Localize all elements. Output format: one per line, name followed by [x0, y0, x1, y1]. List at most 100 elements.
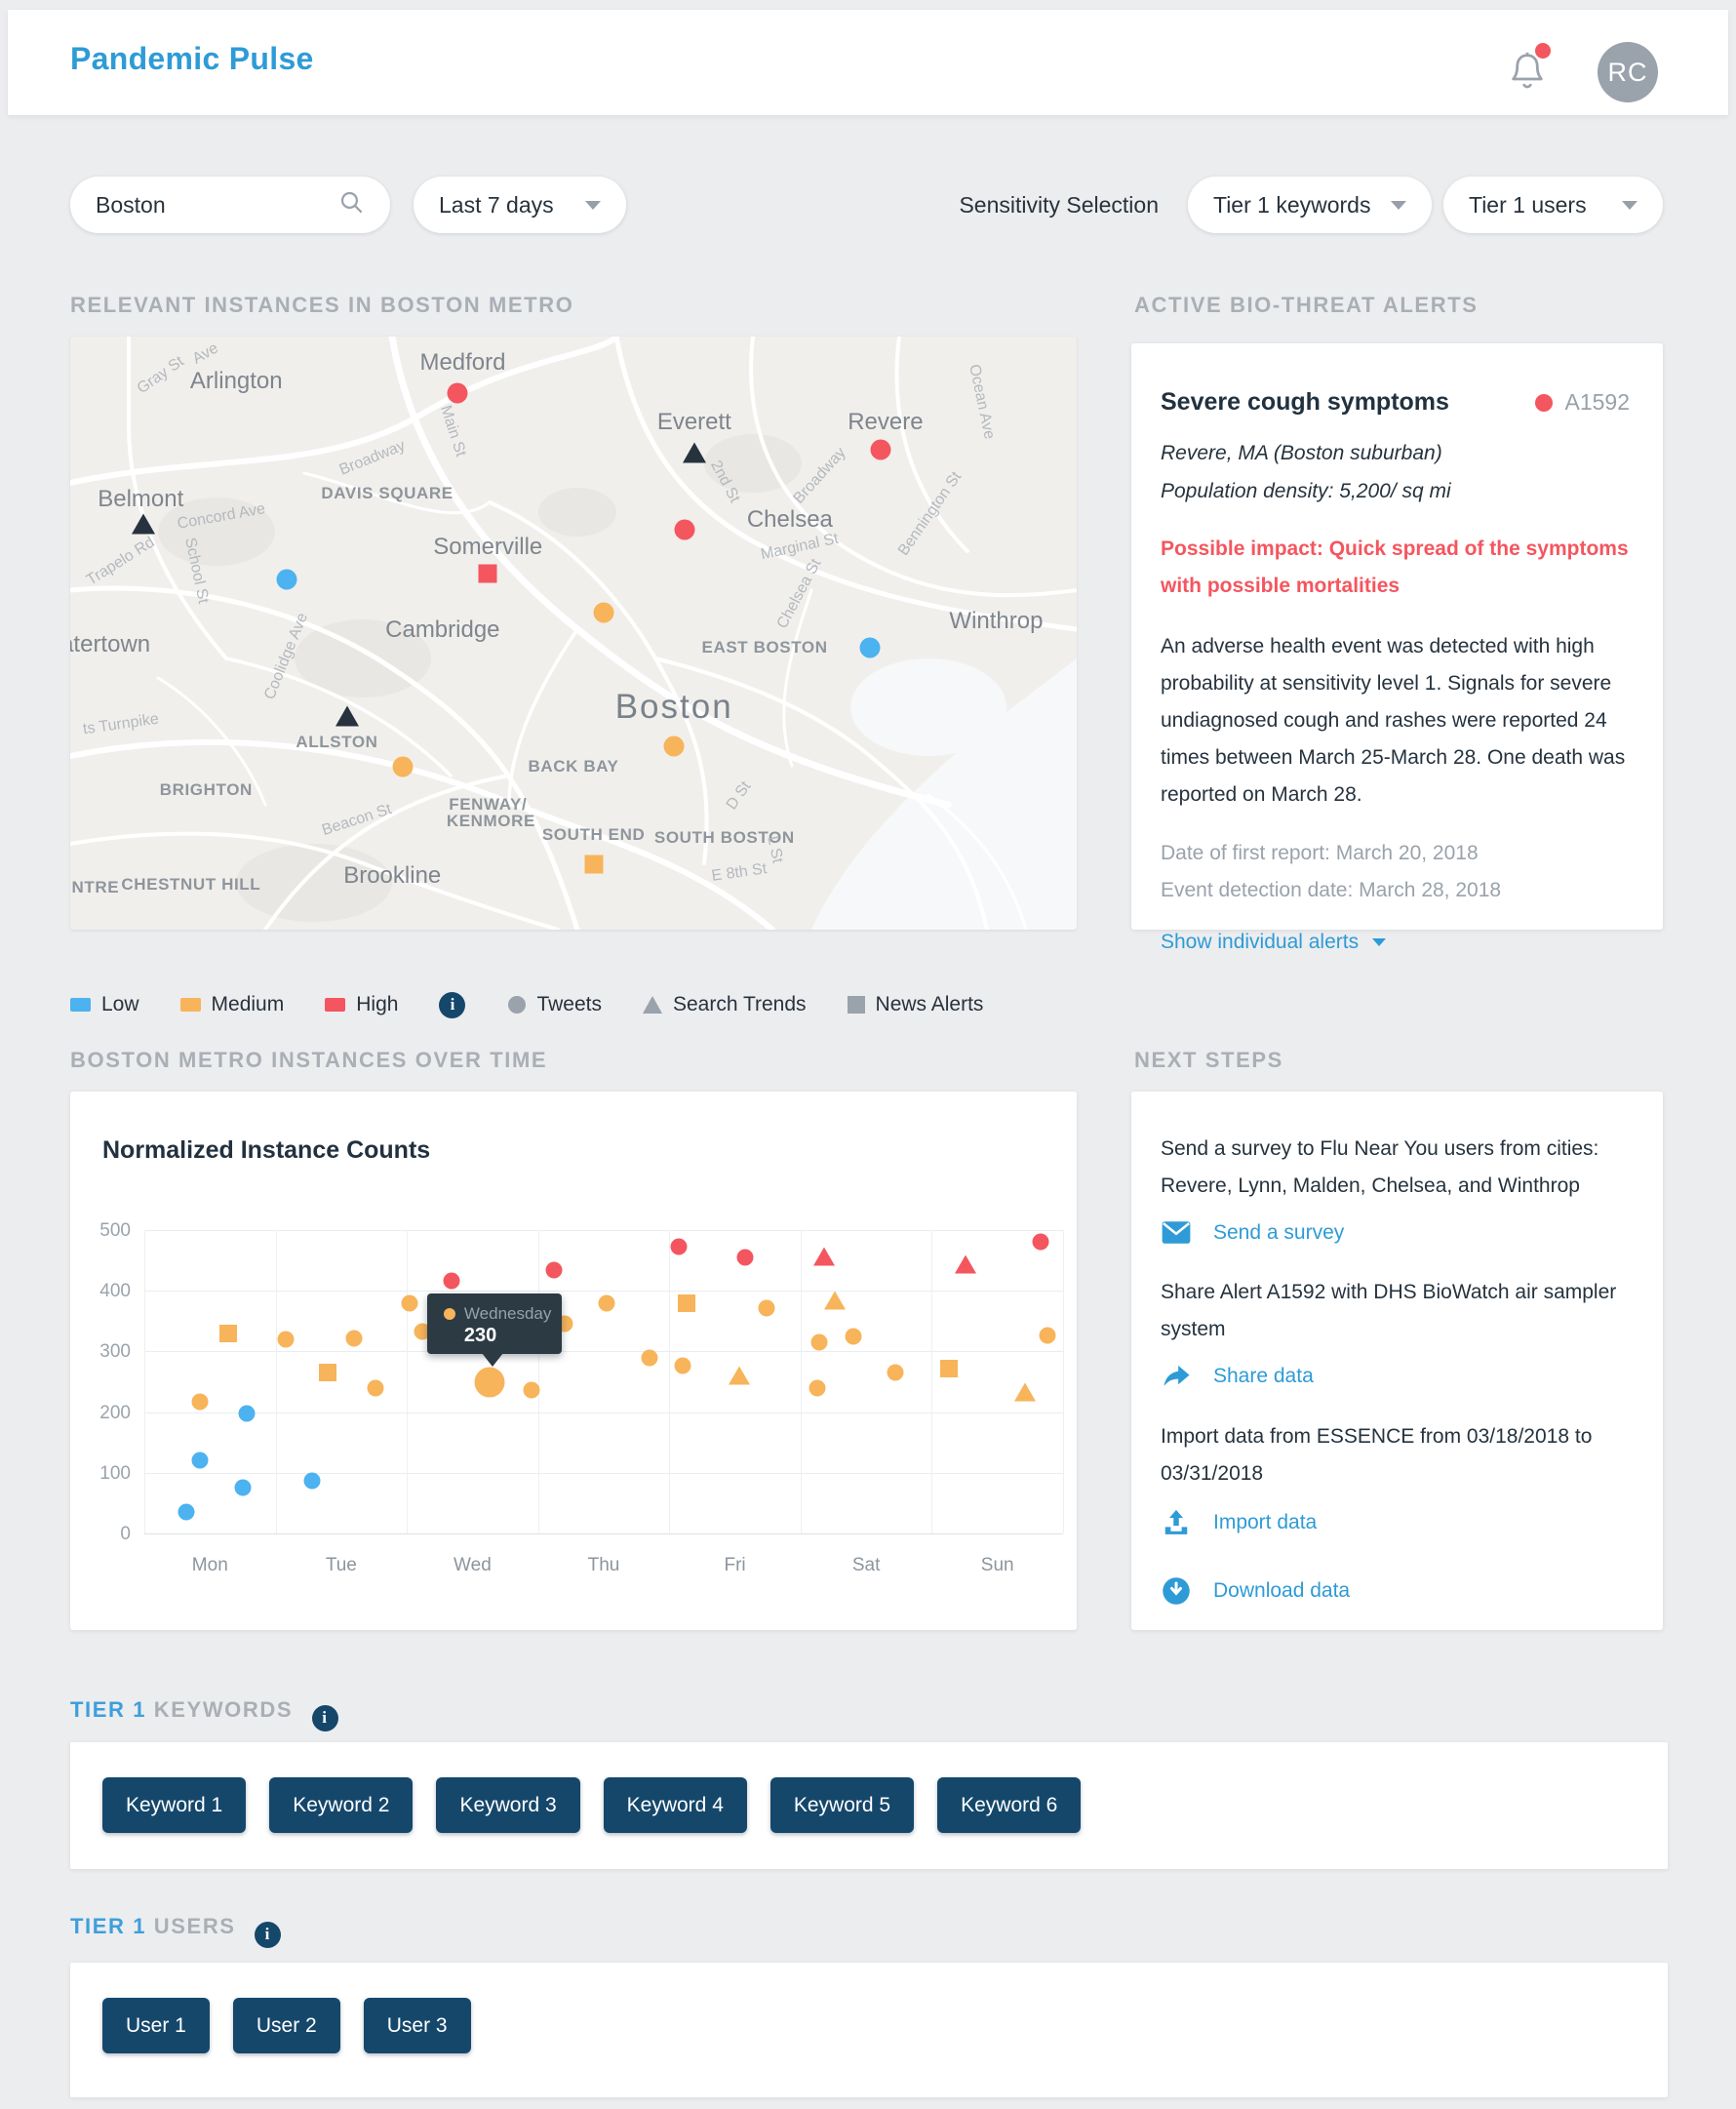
boston-metro-map[interactable]: Medford Arlington Everett Revere Belmont Chel…	[70, 337, 1077, 930]
map-marker-low-triangle[interactable]	[132, 513, 156, 535]
map-marker-high-square[interactable]	[478, 564, 497, 583]
data-point-medium-tweets[interactable]	[674, 1357, 691, 1374]
data-point-medium-news-alerts[interactable]	[677, 1294, 695, 1313]
map-label-brookline: Brookline	[343, 862, 442, 890]
data-point-high-search-trends[interactable]	[813, 1247, 836, 1266]
data-point-medium-news-alerts[interactable]	[319, 1364, 337, 1382]
user-button-2[interactable]: User 2	[232, 1998, 340, 2053]
y-tick-label: 300	[99, 1341, 131, 1363]
notifications-button[interactable]	[1506, 43, 1553, 99]
date-range-dropdown[interactable]: Last 7 days	[414, 177, 626, 233]
download-data-link[interactable]: Download data	[1161, 1576, 1630, 1606]
map-label-back-bay: BACK BAY	[528, 756, 619, 776]
data-point-medium-tweets[interactable]	[887, 1364, 904, 1381]
y-tick-label: 0	[120, 1524, 131, 1544]
data-point-high-tweets[interactable]	[670, 1238, 688, 1255]
data-point-low-tweets[interactable]	[238, 1405, 256, 1422]
data-point-medium-tweets[interactable]	[277, 1331, 295, 1348]
keyword-button-5[interactable]: Keyword 5	[769, 1777, 915, 1833]
info-icon[interactable]: i	[255, 1921, 282, 1948]
data-point-medium-search-trends[interactable]	[823, 1291, 846, 1310]
data-point-medium-search-trends[interactable]	[728, 1366, 750, 1385]
data-point-low-tweets[interactable]	[191, 1452, 209, 1469]
tier-keywords-dropdown[interactable]: Tier 1 keywords	[1188, 177, 1432, 233]
map-marker-low-circle[interactable]	[276, 569, 297, 590]
tooltip-label: Wednesday	[463, 1304, 552, 1324]
data-point-high-tweets[interactable]	[736, 1249, 754, 1266]
user-button-3[interactable]: User 3	[363, 1998, 471, 2053]
data-point-medium-tweets[interactable]	[845, 1328, 862, 1345]
share-data-link[interactable]: Share data	[1161, 1364, 1630, 1389]
keywords-title: KEYWORDS	[153, 1697, 300, 1722]
users-card: User 1 User 2 User 3	[70, 1963, 1668, 2097]
chevron-down-icon	[1622, 200, 1637, 210]
search-value: Boston	[96, 191, 166, 218]
search-input[interactable]: Boston	[70, 177, 390, 233]
data-point-medium-tweets[interactable]	[191, 1393, 209, 1411]
keyword-button-2[interactable]: Keyword 2	[269, 1777, 414, 1833]
send-a-survey-link[interactable]: Send a survey	[1161, 1220, 1630, 1245]
data-point-high-tweets[interactable]	[1032, 1233, 1049, 1251]
data-point-medium-tweets[interactable]	[401, 1294, 418, 1312]
data-point-low-tweets[interactable]	[178, 1503, 195, 1521]
keyword-button-6[interactable]: Keyword 6	[937, 1777, 1082, 1833]
data-point-medium-search-trends[interactable]	[1013, 1382, 1036, 1402]
map-marker-medium-triangle[interactable]	[682, 442, 706, 463]
import-data-link[interactable]: Import data	[1161, 1508, 1630, 1537]
app-header: Pandemic Pulse RC	[8, 10, 1728, 115]
keyword-button-3[interactable]: Keyword 3	[436, 1777, 580, 1833]
data-point-high-tweets[interactable]	[443, 1272, 460, 1290]
data-point-medium-tweets[interactable]	[414, 1323, 431, 1340]
user-button-1[interactable]: User 1	[102, 1998, 210, 2053]
info-icon[interactable]: i	[439, 991, 466, 1018]
keyword-button-1[interactable]: Keyword 1	[102, 1777, 247, 1833]
map-label-chelsea: Chelsea	[746, 506, 833, 534]
map-label-trapelo-rd: Trapelo Rd	[83, 534, 158, 589]
data-point-medium-tweets[interactable]	[474, 1367, 505, 1398]
map-marker-high-circle[interactable]	[447, 382, 468, 404]
map-marker-medium-square[interactable]	[584, 855, 604, 874]
map-label-fenway-: FENWAY/	[449, 795, 528, 815]
show-individual-alerts-link[interactable]: Show individual alerts	[1161, 931, 1387, 954]
download-icon	[1161, 1576, 1192, 1606]
data-point-high-tweets[interactable]	[545, 1261, 563, 1279]
data-point-medium-tweets[interactable]	[809, 1379, 826, 1397]
x-tick-label-mon: Mon	[191, 1555, 228, 1575]
map-marker-low-circle[interactable]	[859, 637, 881, 658]
data-point-medium-news-alerts[interactable]	[939, 1360, 958, 1378]
map-marker-high-triangle[interactable]	[335, 705, 359, 727]
data-point-medium-tweets[interactable]	[758, 1299, 775, 1317]
map-marker-high-circle[interactable]	[870, 439, 891, 460]
upload-icon	[1161, 1508, 1192, 1537]
info-icon[interactable]: i	[311, 1704, 338, 1731]
avatar[interactable]: RC	[1598, 42, 1658, 102]
map-marker-high-circle[interactable]	[674, 519, 695, 540]
data-point-low-tweets[interactable]	[303, 1472, 321, 1490]
data-point-high-search-trends[interactable]	[955, 1254, 977, 1274]
map-marker-medium-circle[interactable]	[593, 602, 614, 623]
data-point-medium-tweets[interactable]	[598, 1294, 615, 1312]
keyword-button-4[interactable]: Keyword 4	[603, 1777, 747, 1833]
map-marker-medium-circle[interactable]	[392, 756, 414, 777]
tier-users-value: Tier 1 users	[1469, 191, 1587, 218]
data-point-medium-tweets[interactable]	[641, 1349, 658, 1367]
medium-swatch	[179, 998, 201, 1012]
map-label-allston: ALLSTON	[296, 733, 378, 752]
map-marker-medium-circle[interactable]	[663, 736, 685, 757]
tier-users-dropdown[interactable]: Tier 1 users	[1443, 177, 1663, 233]
alert-detection-date: Event detection date: March 28, 2018	[1161, 879, 1502, 901]
sensitivity-selection-label: Sensitivity Selection	[959, 191, 1159, 218]
data-point-low-tweets[interactable]	[234, 1479, 252, 1496]
data-point-medium-tweets[interactable]	[1039, 1327, 1056, 1344]
keywords-card: Keyword 1 Keyword 2 Keyword 3 Keyword 4 Keyw…	[70, 1742, 1668, 1869]
gridline-x-3	[537, 1230, 539, 1533]
legend-item-tweets: Tweets	[508, 993, 602, 1016]
data-point-medium-tweets[interactable]	[367, 1379, 384, 1397]
data-point-medium-tweets[interactable]	[523, 1381, 540, 1399]
data-point-medium-tweets[interactable]	[345, 1330, 363, 1347]
alert-id: A1592	[1564, 389, 1630, 415]
tier-keywords-value: Tier 1 keywords	[1213, 191, 1371, 218]
data-point-medium-tweets[interactable]	[810, 1333, 828, 1351]
map-label-belmont: Belmont	[98, 486, 184, 513]
data-point-medium-news-alerts[interactable]	[219, 1324, 238, 1342]
